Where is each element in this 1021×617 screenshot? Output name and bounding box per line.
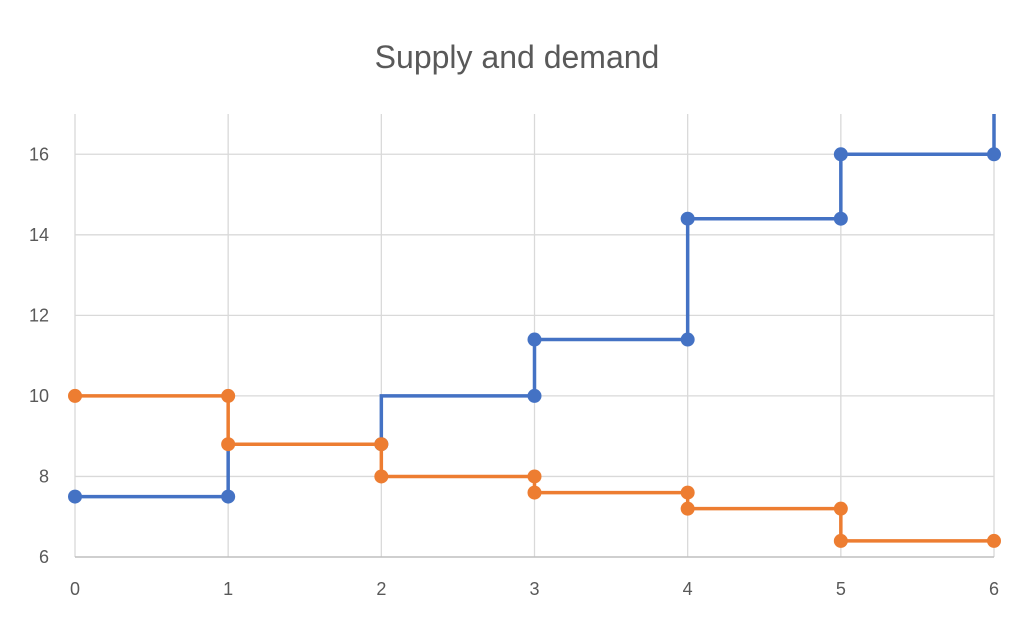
x-tick-label-5: 5	[836, 579, 846, 599]
series-1-point	[527, 332, 542, 347]
x-tick-label-2: 2	[376, 579, 386, 599]
series-2-point	[987, 533, 1001, 548]
x-tick-label-1: 1	[223, 579, 233, 599]
series-2-point	[527, 469, 542, 484]
x-tick-label-4: 4	[683, 579, 693, 599]
y-tick-label-12: 12	[29, 305, 49, 325]
series-1-point	[833, 211, 848, 226]
series-2-point	[833, 533, 848, 548]
series-2-point	[221, 388, 236, 403]
x-tick-label-3: 3	[529, 579, 539, 599]
series-2	[68, 388, 1001, 548]
series-1-point	[680, 211, 695, 226]
y-tick-label-6: 6	[39, 547, 49, 567]
y-tick-label-8: 8	[39, 466, 49, 486]
series-2-point	[680, 485, 695, 500]
series-1-point	[68, 489, 82, 504]
series-1-point	[680, 332, 695, 347]
series-2-point	[221, 437, 236, 452]
series-2-point	[374, 469, 389, 484]
series-1-point	[221, 489, 236, 504]
y-tick-label-16: 16	[29, 144, 49, 164]
series-1-point	[527, 388, 542, 403]
series-2-point	[68, 388, 82, 403]
y-tick-label-14: 14	[29, 225, 49, 245]
x-tick-label-0: 0	[70, 579, 80, 599]
series-2-point	[833, 501, 848, 516]
x-tick-label-6: 6	[989, 579, 999, 599]
series-layer	[68, 114, 1001, 548]
series-1-point	[833, 147, 848, 162]
series-1-point	[987, 147, 1001, 162]
chart-title: Supply and demand	[375, 39, 660, 75]
series-2-point	[680, 501, 695, 516]
series-2-point	[527, 485, 542, 500]
y-tick-label-10: 10	[29, 386, 49, 406]
series-2-point	[374, 437, 389, 452]
